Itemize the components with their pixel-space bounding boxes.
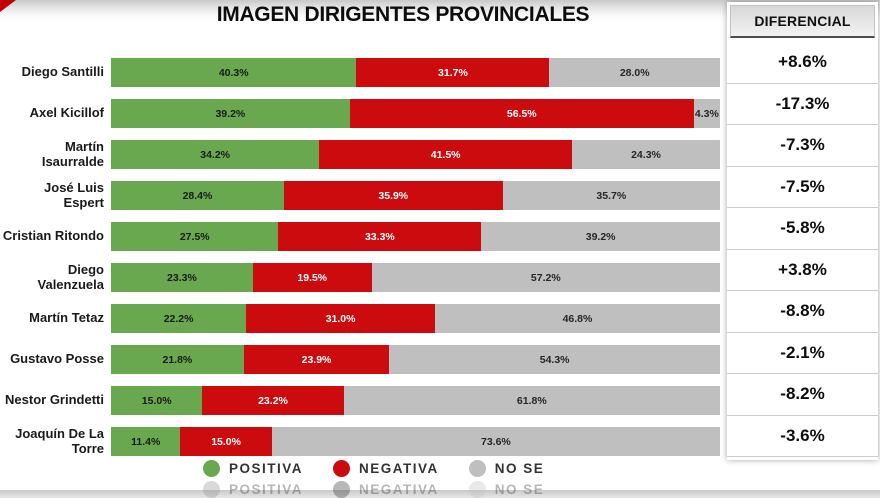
stacked-bar: 39.2% 56.5% 4.3% [111, 99, 720, 128]
bar-segment-no-se: 24.3% [572, 140, 720, 169]
bar-segment-no-se: 28.0% [549, 58, 720, 87]
bar-segment-negativa: 35.9% [283, 181, 503, 210]
legend-label: NEGATIVA [359, 461, 439, 476]
legend-item-negativa: NEGATIVA [333, 460, 439, 477]
bar-segment-negativa: 23.9% [243, 345, 390, 374]
diferencial-value: -7.3% [727, 125, 878, 167]
stacked-bar: 22.2% 31.0% 46.8% [111, 304, 720, 333]
row-label: Diego Santilli [21, 64, 104, 80]
row-label: Diego Valenzuela [37, 261, 104, 292]
bar-segment-negativa: 15.0% [180, 427, 272, 456]
row-label: Martín Tetaz [29, 310, 104, 326]
bar-segment-no-se: 4.3% [693, 99, 720, 128]
no_se-dot-icon [468, 460, 486, 477]
diferencial-value: -8.8% [727, 291, 878, 333]
bar-segment-no-se: 46.8% [434, 304, 720, 333]
legend: POSITIVA NEGATIVA NO SE [203, 460, 544, 477]
bar-segment-positiva: 27.5% [111, 222, 279, 251]
bar-segment-negativa: 19.5% [252, 263, 372, 292]
bar-segment-no-se: 54.3% [389, 345, 720, 374]
stacked-bar: 21.8% 23.9% 54.3% [111, 345, 720, 374]
bar-segment-no-se: 39.2% [481, 222, 720, 251]
diferencial-value: +3.8% [727, 250, 878, 291]
chart-row: Joaquín De La Torre 11.4% 15.0% 73.6% [0, 421, 720, 462]
chart-row: Diego Valenzuela 23.3% 19.5% 57.2% [0, 257, 720, 298]
row-label: Nestor Grindetti [5, 392, 104, 408]
diferencial-header: DIFERENCIAL [730, 5, 875, 38]
legend-item-positiva: POSITIVA [203, 460, 303, 477]
stacked-bar: 40.3% 31.7% 28.0% [111, 58, 720, 87]
chart-row: José Luis Espert 28.4% 35.9% 35.7% [0, 175, 720, 216]
bar-segment-positiva: 23.3% [111, 263, 253, 292]
stacked-bar: 28.4% 35.9% 35.7% [111, 181, 720, 210]
bar-segment-no-se: 35.7% [502, 181, 720, 210]
bar-segment-negativa: 41.5% [319, 140, 572, 169]
bar-segment-positiva: 21.8% [111, 345, 244, 374]
diferencial-panel: DIFERENCIAL +8.6% -17.3% -7.3% -7.5% -5.8% +3… [727, 2, 878, 460]
stacked-bar: 23.3% 19.5% 57.2% [111, 263, 720, 292]
bar-segment-negativa: 56.5% [349, 99, 694, 128]
chart-row: Nestor Grindetti 15.0% 23.2% 61.8% [0, 380, 720, 421]
bar-segment-negativa: 33.3% [278, 222, 482, 251]
bar-segment-positiva: 28.4% [111, 181, 284, 210]
bar-segment-no-se: 73.6% [271, 427, 720, 456]
legend-label: NO SE [494, 461, 545, 476]
diferencial-value: -8.2% [727, 374, 878, 416]
legend-item-no_se: NO SE [468, 460, 545, 477]
bar-segment-positiva: 34.2% [111, 140, 320, 169]
stacked-bar: 34.2% 41.5% 24.3% [111, 140, 720, 169]
bar-segment-no-se: 57.2% [371, 263, 720, 292]
negativa-dot-icon [333, 460, 351, 477]
bar-segment-negativa: 31.0% [246, 304, 435, 333]
diferencial-value: -5.8% [727, 208, 878, 250]
diferencial-value: -17.3% [727, 84, 878, 125]
bar-segment-positiva: 15.0% [111, 386, 203, 415]
diferencial-value: -2.1% [727, 333, 878, 374]
diferencial-value: +8.6% [727, 42, 878, 84]
row-label: Joaquín De La Torre [15, 425, 104, 456]
row-label: Gustavo Posse [10, 351, 104, 367]
row-label: Axel Kicillof [29, 105, 104, 121]
chart-row: Martín Isaurralde 34.2% 41.5% 24.3% [0, 134, 720, 175]
stacked-bar: 11.4% 15.0% 73.6% [111, 427, 720, 456]
bar-segment-negativa: 31.7% [356, 58, 550, 87]
legend-label: POSITIVA [229, 461, 304, 476]
bar-segment-positiva: 22.2% [111, 304, 247, 333]
diferencial-values: +8.6% -17.3% -7.3% -7.5% -5.8% +3.8% -8.8% -2.1… [727, 42, 878, 457]
stacked-bar: 15.0% 23.2% 61.8% [111, 386, 720, 415]
stacked-bar: 27.5% 33.3% 39.2% [111, 222, 720, 251]
chart-row: Gustavo Posse 21.8% 23.9% 54.3% [0, 339, 720, 380]
bars-area: Diego Santilli 40.3% 31.7% 28.0% Axel Kicill… [0, 52, 720, 462]
bar-segment-positiva: 11.4% [111, 427, 181, 456]
chart-row: Axel Kicillof 39.2% 56.5% 4.3% [0, 93, 720, 134]
bar-segment-positiva: 40.3% [111, 58, 357, 87]
diferencial-value: -3.6% [727, 416, 878, 457]
chart-row: Martín Tetaz 22.2% 31.0% 46.8% [0, 298, 720, 339]
positiva-dot-icon [203, 460, 220, 477]
bar-segment-positiva: 39.2% [111, 99, 350, 128]
chart-row: Diego Santilli 40.3% 31.7% 28.0% [0, 52, 720, 93]
row-label: Martín Isaurralde [41, 138, 104, 169]
corner-mark-icon [0, 0, 16, 12]
bar-segment-no-se: 61.8% [343, 386, 720, 415]
chart-row: Cristian Ritondo 27.5% 33.3% 39.2% [0, 216, 720, 257]
diferencial-value: -7.5% [727, 167, 878, 208]
page-title: IMAGEN DIRIGENTES PROVINCIALES [216, 3, 590, 26]
bar-segment-negativa: 23.2% [202, 386, 344, 415]
row-label: José Luis Espert [44, 179, 104, 210]
row-label: Cristian Ritondo [2, 228, 104, 244]
